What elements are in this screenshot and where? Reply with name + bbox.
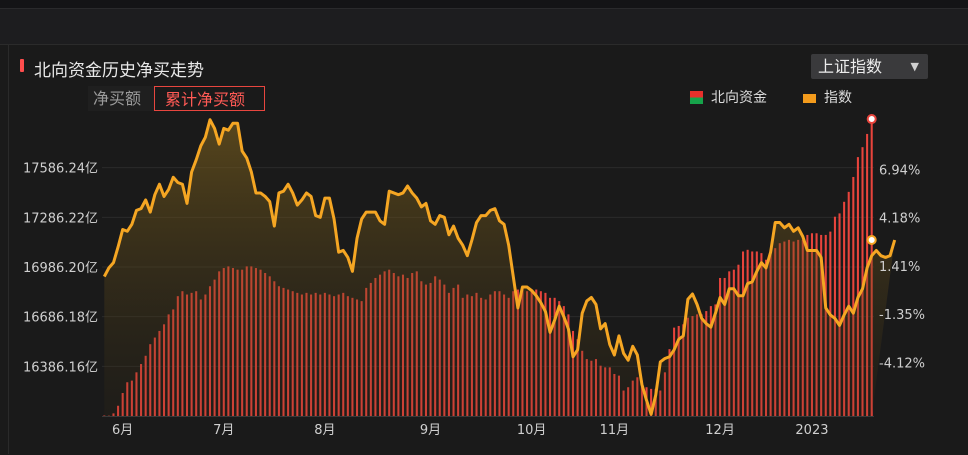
panel-divider	[8, 44, 9, 454]
index-select-value: 上证指数	[818, 57, 883, 76]
legend-northbound[interactable]: 北向资金	[690, 89, 767, 107]
x-tick-label: 11月	[600, 423, 630, 438]
bar-end-marker	[866, 114, 877, 125]
northbound-bar	[856, 157, 859, 416]
top-strip	[0, 0, 968, 9]
index-line	[102, 118, 897, 416]
y-right-tick-label: -1.35%	[879, 308, 925, 323]
x-tick-label: 9月	[420, 423, 441, 438]
y-left-tick-label: 17586.24亿	[23, 162, 98, 177]
index-swatch-icon	[803, 93, 816, 103]
northbound-bar	[650, 388, 653, 416]
index-area	[104, 119, 895, 417]
line-end-marker	[866, 234, 877, 245]
y-left-tick-label: 17286.22亿	[23, 211, 98, 226]
chart-title: 北向资金历史净买走势	[34, 61, 204, 81]
x-tick-label: 7月	[213, 423, 234, 438]
northbound-bar	[103, 415, 106, 417]
northbound-bar	[852, 176, 855, 416]
chevron-down-icon: ▼	[910, 60, 919, 73]
x-tick-label: 12月	[705, 423, 735, 438]
x-tick-label: 8月	[314, 423, 335, 438]
tab-cumulative-net-buy[interactable]: 累计净买额	[154, 86, 265, 111]
northbound-bar	[843, 201, 846, 416]
northbound-bar	[847, 191, 850, 416]
title-marker	[20, 59, 24, 72]
legend-index-label: 指数	[824, 90, 852, 106]
x-tick-label: 6月	[112, 423, 133, 438]
y-right-tick-label: 4.18%	[879, 212, 920, 227]
y-right-tick-label: -4.12%	[879, 356, 925, 371]
tab-net-buy[interactable]: 净买额	[88, 86, 154, 111]
index-select[interactable]: 上证指数 ▼	[811, 54, 928, 79]
y-left-tick-label: 16386.16亿	[23, 360, 98, 375]
northbound-swatch-icon	[690, 90, 703, 104]
y-left-tick-label: 16686.18亿	[23, 311, 98, 326]
legend-northbound-label: 北向资金	[711, 90, 767, 106]
y-left-tick-label: 16986.20亿	[23, 261, 98, 276]
northbound-bar	[838, 213, 841, 416]
legend-index[interactable]: 指数	[803, 89, 852, 107]
northbound-bar	[833, 216, 836, 416]
northbound-bar	[861, 147, 864, 416]
x-tick-label: 2023	[795, 423, 828, 438]
y-right-tick-label: 1.41%	[879, 260, 920, 275]
y-right-tick-label: 6.94%	[879, 164, 920, 179]
x-tick-label: 10月	[517, 423, 547, 438]
